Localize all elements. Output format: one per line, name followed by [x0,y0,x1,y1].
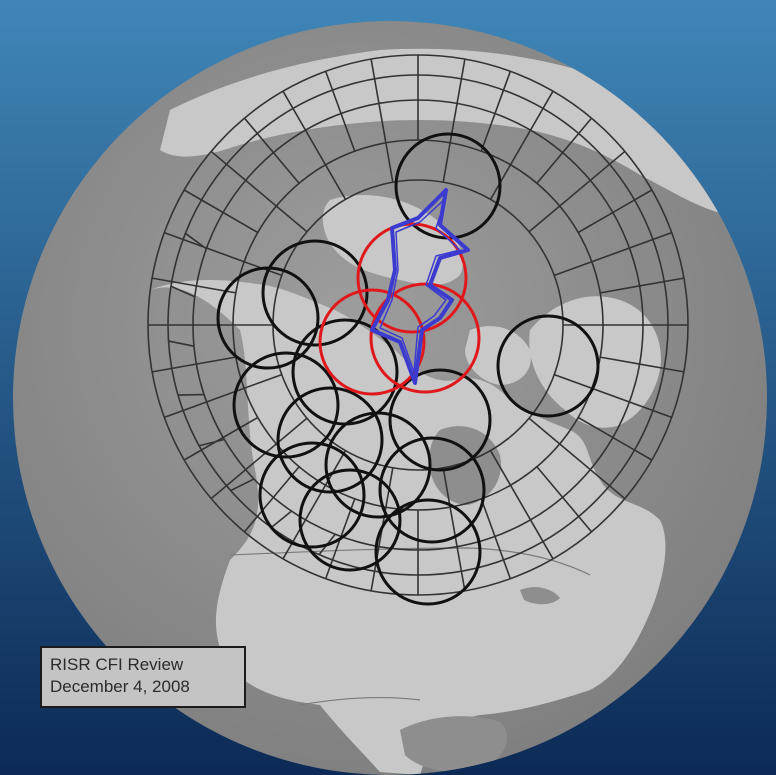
grid-spoke [184,232,207,250]
risr-overlap-footprint-inner [379,197,461,373]
grid-spoke [577,189,653,234]
existing-radar-fov-circle [258,441,366,549]
grid-spoke [183,416,259,461]
grid-spoke [270,510,293,529]
risr-overlap-footprint [370,188,470,385]
grid-spoke [243,466,300,533]
existing-radar-fov-circle [374,498,482,606]
existing-radar-fov-circle [216,266,320,370]
grid-spoke [151,356,236,373]
grid-spoke [528,417,626,500]
existing-radar-fov-circle [324,411,432,519]
grid-spoke [528,150,626,233]
risr-fov-circle [356,222,468,334]
grid-spoke [553,231,672,277]
grid-spoke [210,417,308,500]
grid-spoke [168,340,195,347]
land-north-america [150,280,666,775]
grid-spoke [536,117,593,184]
polar-grid [147,54,689,596]
caption-box: RISR CFI Review December 4, 2008 [40,646,246,708]
land-eurasia [160,48,739,215]
existing-radar-fov-circle [298,468,402,572]
existing-radar-fov-circle [276,386,384,494]
water-gulf-of-mexico [400,716,508,772]
grid-spoke [577,416,653,461]
risr-overlap-footprint-group [370,188,470,385]
grid-spoke [151,277,236,294]
grid-spoke [536,466,593,533]
grid-spoke [489,450,554,560]
existing-radar-fov-circle [261,239,369,347]
grid-spoke [198,438,225,447]
grid-spoke [210,150,308,233]
grid-spoke [230,478,255,492]
grid-spoke [370,58,394,183]
risr-fov-circle [318,288,426,396]
grid-spoke [282,450,347,560]
existing-radar-fov-group [216,132,600,606]
caption-date: December 4, 2008 [50,677,190,696]
borders [229,547,591,706]
risr-fov-group [318,222,481,396]
existing-radar-fov-circle [496,314,600,418]
grid-spoke [600,277,685,294]
grid-spoke [243,117,300,184]
grid-spoke [164,373,283,419]
existing-radar-fov-circle [388,368,492,472]
grid-spoke [170,285,196,298]
existing-radar-fov-circle [378,436,486,544]
grid-spoke [480,71,512,152]
grid-spoke [480,498,512,579]
existing-radar-fov-circle [232,351,340,459]
grid-spoke [553,373,672,419]
grid-spoke [442,467,466,592]
grid-spoke [324,71,356,152]
risr-fov-circle [369,282,481,394]
water-great-lakes [520,587,560,605]
grid-spoke [600,356,685,373]
grid-spoke [183,189,259,234]
grid-spoke [442,58,466,183]
grid-spoke [282,90,347,200]
caption-title: RISR CFI Review [50,655,184,674]
grid-spoke [178,393,205,396]
